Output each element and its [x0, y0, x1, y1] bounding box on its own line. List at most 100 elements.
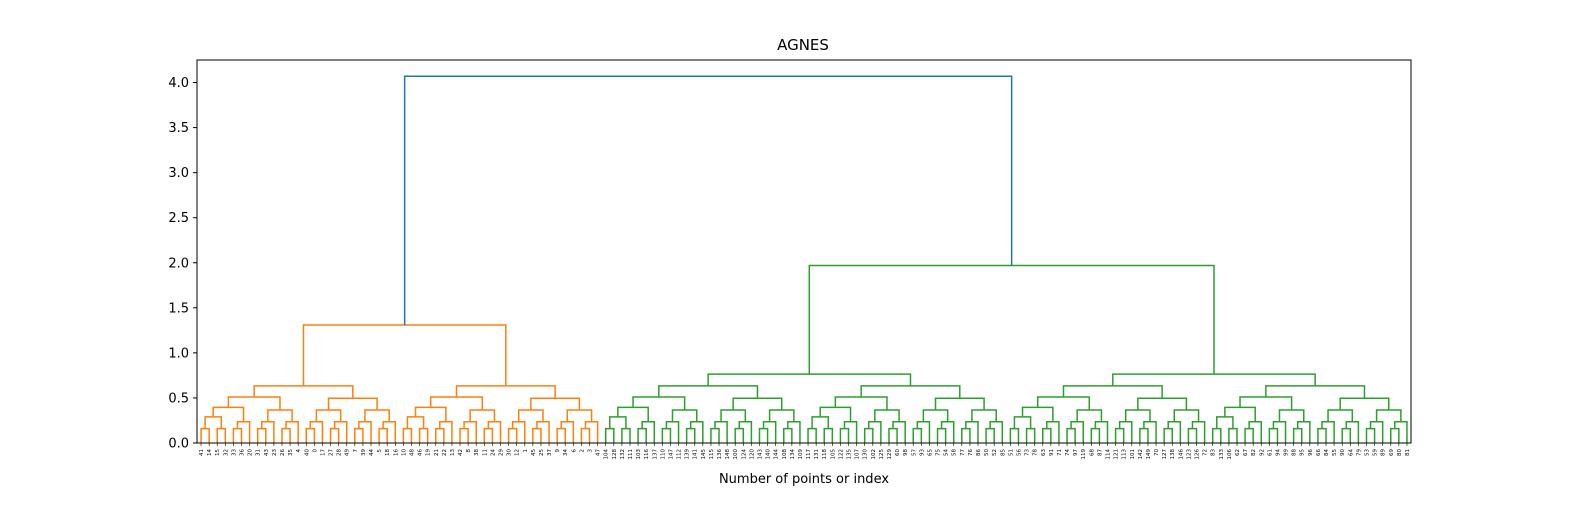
leaf-label: 46 — [418, 449, 424, 456]
leaf-label: 14 — [207, 449, 213, 456]
leaf-label: 13 — [450, 449, 456, 456]
dendrogram-link — [834, 396, 888, 411]
dendrogram-link — [267, 409, 293, 422]
dendrogram-link — [892, 420, 906, 443]
dendrogram-link — [285, 420, 299, 443]
leaf-label: 107 — [855, 449, 861, 460]
leaf-label: 119 — [1081, 449, 1087, 460]
leaf-label: 116 — [644, 449, 650, 460]
dendrogram-link — [1345, 420, 1360, 443]
leaf-label: 132 — [620, 449, 626, 460]
leaf-label: 75 — [936, 449, 942, 456]
dendrogram-link — [665, 420, 680, 443]
leaf-label: 64 — [1348, 449, 1354, 456]
leaf-label: 140 — [766, 449, 772, 460]
dendrogram-link — [1268, 427, 1279, 443]
leaf-label: 87 — [1097, 449, 1103, 456]
leaf-label: 35 — [288, 449, 294, 456]
dendrogram-link — [689, 420, 704, 443]
y-axis: 0.0 0.5 1.0 1.5 2.0 2.5 3.0 3.5 4.0 — [168, 76, 197, 452]
leaf-label: 78 — [1033, 449, 1039, 456]
dendrogram-link — [354, 427, 364, 443]
leaf-label: 6 — [571, 449, 577, 453]
dendrogram-link — [738, 420, 753, 443]
dendrogram-link — [1167, 420, 1182, 443]
leaf-label: 88 — [1292, 449, 1298, 456]
leaf-label: 70 — [1154, 449, 1160, 456]
dendrogram-link — [714, 420, 728, 443]
chart-title: AGNES — [777, 36, 829, 54]
dendrogram-link — [260, 420, 275, 443]
leaf-label: 72 — [1203, 449, 1209, 456]
leaf-label: 118 — [822, 449, 828, 460]
leaf-label: 77 — [960, 449, 966, 456]
dendrogram-link — [732, 397, 783, 411]
leaf-label: 52 — [992, 449, 998, 456]
dendrogram-link — [843, 420, 858, 443]
y-tick-label: 0.0 — [168, 437, 189, 452]
dendrogram-link — [566, 409, 593, 422]
leaf-label: 134 — [790, 449, 796, 460]
dendrogram-link — [1036, 396, 1091, 411]
leaf-label: 68 — [1089, 449, 1095, 456]
leaf-label: 42 — [458, 449, 464, 456]
leaf-label: 21 — [434, 449, 440, 456]
dendrogram-link — [429, 396, 484, 411]
dendrogram-link — [641, 420, 656, 443]
dendrogram-link — [1224, 406, 1256, 422]
dendrogram-link — [758, 427, 769, 443]
leaf-label: 84 — [1324, 449, 1330, 456]
leaf-label: 56 — [1016, 449, 1022, 456]
leaf-label: 18 — [385, 449, 391, 456]
dendrogram-link — [1124, 409, 1151, 422]
dendrogram-link — [236, 420, 251, 443]
dendrogram-link — [934, 397, 985, 411]
leaf-label: 95 — [1300, 449, 1306, 456]
leaf-label: 100 — [733, 449, 739, 460]
x-axis-label: Number of points or index — [719, 472, 889, 487]
y-tick-label: 1.5 — [168, 301, 189, 316]
dendrogram-link — [1013, 416, 1032, 429]
dendrogram-link — [1341, 427, 1352, 443]
dendrogram-link — [609, 416, 627, 429]
dendrogram-links — [200, 75, 1408, 443]
leaf-label: 105 — [830, 449, 836, 460]
leaf-label: 110 — [660, 449, 666, 460]
dendrogram-link — [358, 420, 372, 443]
leaf-label: 11 — [482, 449, 488, 456]
dendrogram-link — [1042, 427, 1052, 443]
dendrogram-link — [327, 397, 378, 411]
dendrogram-link — [584, 420, 599, 443]
leaf-label: 104 — [604, 449, 610, 460]
leaf-label: 34 — [563, 449, 569, 456]
leaf-label: 4 — [296, 449, 302, 453]
leaf-label: 103 — [636, 449, 642, 460]
dendrogram-link — [637, 427, 647, 443]
y-tick-label: 0.5 — [168, 391, 189, 406]
dendrogram-link — [823, 427, 834, 443]
leaf-label: 39 — [361, 449, 367, 456]
dendrogram-link — [1375, 409, 1402, 422]
dendrogram-link — [556, 427, 566, 443]
dendrogram-link — [867, 420, 882, 443]
dendrogram-link — [212, 406, 245, 422]
dendrogram-link — [936, 427, 947, 443]
leaf-label: 45 — [531, 449, 537, 456]
y-tick-label: 4.0 — [168, 76, 189, 91]
leaf-label: 66 — [1316, 449, 1322, 456]
leaf-label: 115 — [709, 449, 715, 460]
dendrogram-link — [839, 427, 850, 443]
dendrogram-link — [1248, 420, 1263, 443]
dendrogram-link — [382, 420, 397, 443]
leaf-label: 133 — [1219, 449, 1225, 460]
leaf-label: 2 — [579, 449, 585, 453]
dendrogram-link — [710, 427, 720, 443]
leaf-label: 32 — [223, 449, 229, 456]
leaf-label: 63 — [1041, 449, 1047, 456]
dendrogram-link — [459, 427, 469, 443]
leaf-label: 33 — [231, 449, 237, 456]
leaf-label: 61 — [1267, 449, 1273, 456]
dendrogram-link — [232, 427, 243, 443]
dendrogram-link — [1009, 427, 1020, 443]
leaf-label: 50 — [984, 449, 990, 456]
